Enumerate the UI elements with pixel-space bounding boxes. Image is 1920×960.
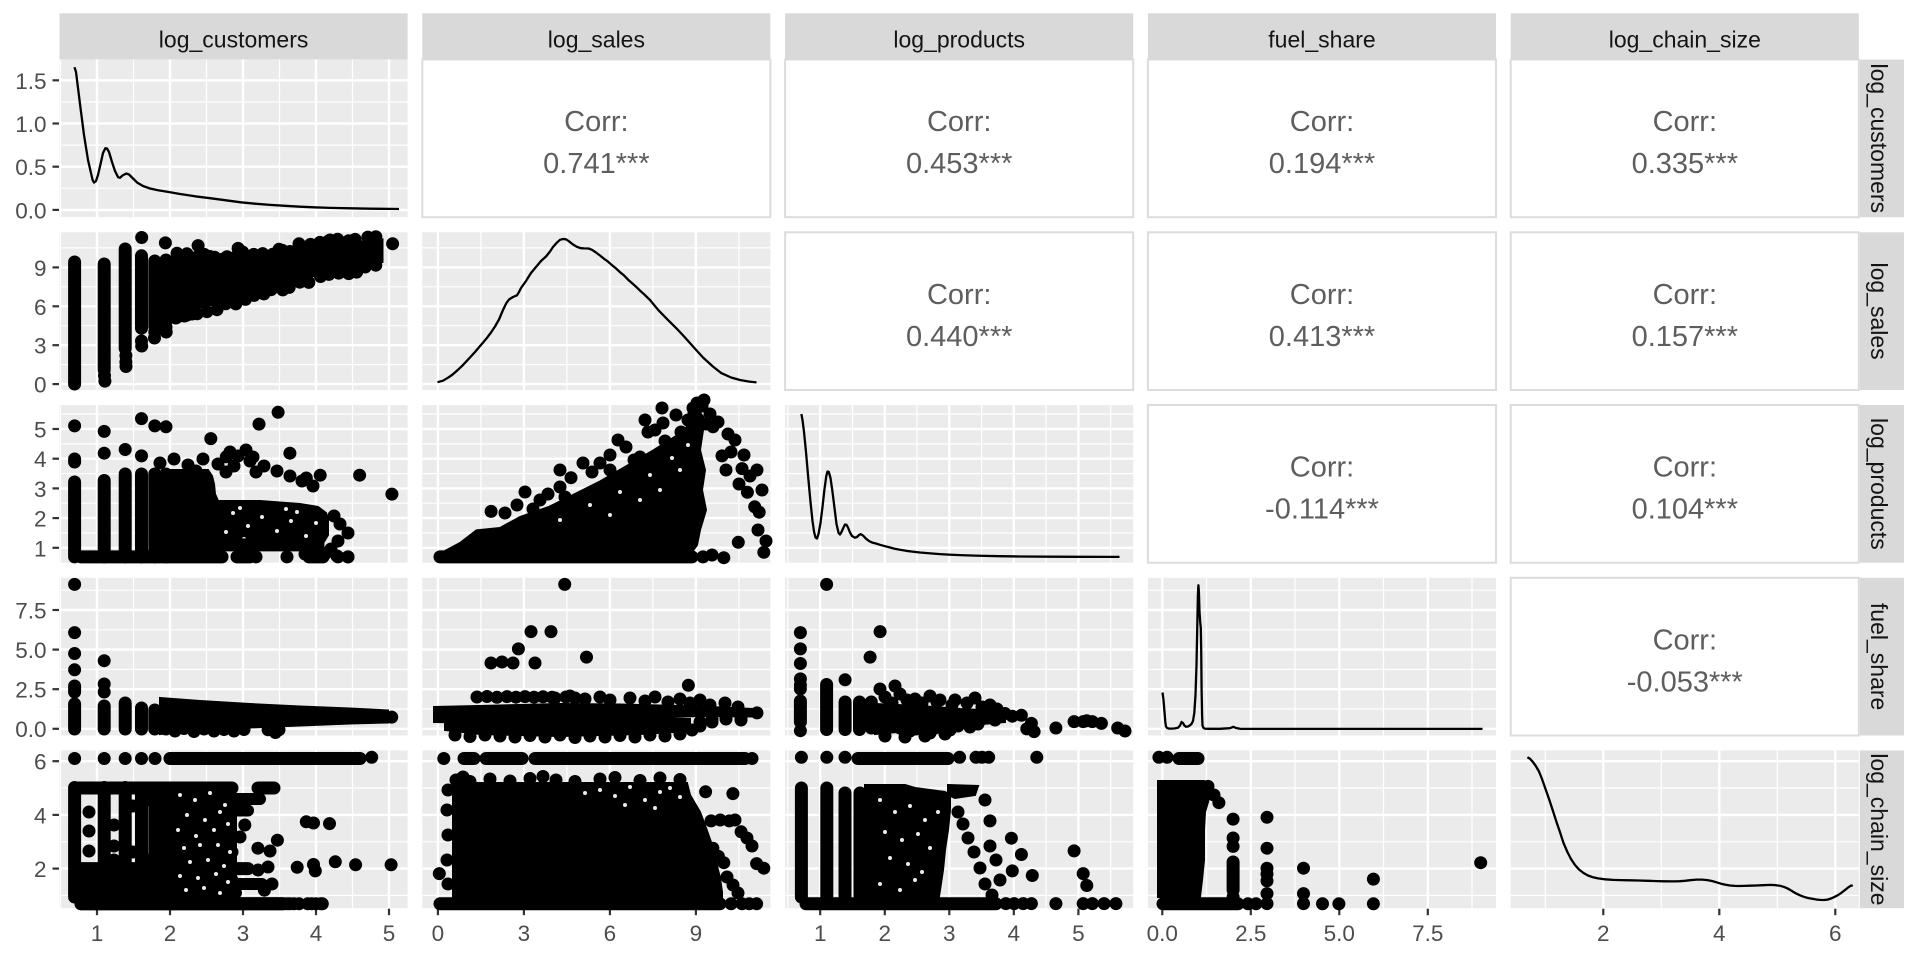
- svg-text:log_products: log_products: [893, 27, 1025, 53]
- svg-text:1.0: 1.0: [15, 112, 46, 137]
- svg-text:Corr:: Corr:: [1290, 452, 1354, 484]
- svg-text:0.0: 0.0: [1147, 921, 1178, 946]
- svg-text:7.5: 7.5: [15, 599, 46, 624]
- svg-text:fuel_share: fuel_share: [1866, 603, 1892, 710]
- svg-text:4: 4: [310, 921, 323, 946]
- svg-text:0.157***: 0.157***: [1632, 321, 1738, 353]
- svg-text:1: 1: [814, 921, 827, 946]
- svg-text:1: 1: [91, 921, 104, 946]
- svg-text:log_customers: log_customers: [159, 27, 309, 53]
- svg-text:3: 3: [34, 334, 47, 359]
- svg-text:-0.114***: -0.114***: [1265, 494, 1379, 526]
- svg-text:4: 4: [34, 447, 47, 472]
- svg-text:3: 3: [518, 921, 531, 946]
- svg-text:-0.053***: -0.053***: [1627, 666, 1743, 698]
- svg-text:log_customers: log_customers: [1866, 64, 1892, 214]
- svg-text:log_sales: log_sales: [548, 27, 645, 53]
- svg-text:Corr:: Corr:: [1290, 106, 1354, 138]
- svg-text:2: 2: [879, 921, 892, 946]
- svg-text:9: 9: [690, 921, 703, 946]
- svg-text:5.0: 5.0: [15, 638, 46, 663]
- svg-text:4: 4: [34, 803, 47, 828]
- svg-text:0.413***: 0.413***: [1269, 321, 1375, 353]
- svg-text:2: 2: [34, 507, 47, 532]
- svg-text:0: 0: [34, 373, 47, 398]
- svg-text:2.5: 2.5: [1235, 921, 1266, 946]
- svg-text:4: 4: [1008, 921, 1021, 946]
- svg-text:0.0: 0.0: [15, 717, 46, 742]
- svg-text:2: 2: [34, 857, 47, 882]
- svg-text:4: 4: [1713, 921, 1726, 946]
- svg-text:0.440***: 0.440***: [906, 321, 1012, 353]
- svg-text:1: 1: [34, 536, 47, 561]
- svg-text:9: 9: [34, 256, 47, 281]
- svg-text:0.194***: 0.194***: [1269, 148, 1375, 180]
- svg-text:Corr:: Corr:: [1653, 279, 1717, 311]
- svg-text:0.335***: 0.335***: [1632, 148, 1738, 180]
- svg-text:0.104***: 0.104***: [1632, 494, 1738, 526]
- svg-text:5: 5: [383, 921, 396, 946]
- svg-text:2.5: 2.5: [15, 678, 46, 703]
- svg-text:0: 0: [432, 921, 445, 946]
- svg-text:log_chain_size: log_chain_size: [1609, 27, 1761, 53]
- svg-text:Corr:: Corr:: [1653, 624, 1717, 656]
- svg-text:Corr:: Corr:: [927, 279, 991, 311]
- svg-text:0.0: 0.0: [15, 198, 46, 223]
- svg-text:6: 6: [34, 750, 47, 775]
- svg-text:5: 5: [1072, 921, 1085, 946]
- svg-text:7.5: 7.5: [1412, 921, 1443, 946]
- svg-text:6: 6: [34, 295, 47, 320]
- svg-text:5.0: 5.0: [1324, 921, 1355, 946]
- svg-text:5: 5: [34, 418, 47, 443]
- svg-text:Corr:: Corr:: [564, 106, 628, 138]
- svg-text:2: 2: [164, 921, 177, 946]
- svg-text:Corr:: Corr:: [927, 106, 991, 138]
- svg-text:3: 3: [943, 921, 956, 946]
- svg-text:Corr:: Corr:: [1290, 279, 1354, 311]
- svg-text:fuel_share: fuel_share: [1268, 27, 1375, 53]
- svg-text:0.5: 0.5: [15, 155, 46, 180]
- svg-text:0.741***: 0.741***: [543, 148, 649, 180]
- svg-text:1.5: 1.5: [15, 69, 46, 94]
- svg-text:log_sales: log_sales: [1866, 263, 1892, 360]
- svg-text:log_products: log_products: [1866, 418, 1892, 550]
- svg-text:6: 6: [604, 921, 617, 946]
- svg-text:3: 3: [34, 477, 47, 502]
- svg-text:6: 6: [1829, 921, 1842, 946]
- svg-text:2: 2: [1597, 921, 1610, 946]
- svg-text:3: 3: [237, 921, 250, 946]
- svg-text:Corr:: Corr:: [1653, 452, 1717, 484]
- svg-text:log_chain_size: log_chain_size: [1866, 753, 1892, 905]
- svg-text:Corr:: Corr:: [1653, 106, 1717, 138]
- svg-text:0.453***: 0.453***: [906, 148, 1012, 180]
